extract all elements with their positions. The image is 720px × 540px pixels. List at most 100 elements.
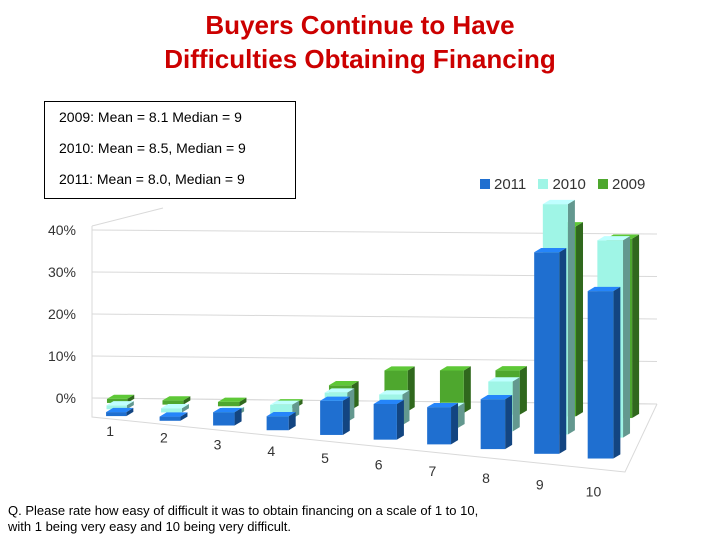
bar-top: [324, 388, 355, 393]
bar-side: [180, 412, 188, 421]
stats-box: 2009: Mean = 8.1 Median = 9 2010: Mean =…: [44, 101, 296, 199]
bar-top: [439, 366, 471, 371]
legend-swatch-2011: [480, 179, 490, 189]
bar-2011-8: [480, 395, 513, 450]
bar-2011-7: [427, 402, 459, 445]
x-tick-label: 4: [267, 443, 275, 459]
bar-front: [427, 407, 452, 445]
bar-side: [463, 366, 471, 414]
bar-2010-1: [106, 401, 134, 410]
y-tick-label: 10%: [48, 348, 76, 364]
bar-top: [480, 395, 513, 400]
bar-front: [162, 400, 184, 405]
bar-top: [266, 412, 296, 417]
bar-2011-1: [106, 407, 134, 417]
bar-top: [106, 394, 135, 399]
bar-side: [519, 366, 527, 415]
bar-side: [576, 222, 584, 417]
bar-side: [239, 397, 247, 407]
x-tick-label: 10: [586, 483, 602, 499]
footnote-line-2: with 1 being very easy and 10 being very…: [8, 519, 292, 534]
bar-2011-3: [213, 407, 242, 426]
plot-area: 0% 10% 20% 30% 40% 1 2 3 4 5 6 7 8 9 10: [48, 199, 658, 499]
bar-top: [427, 402, 459, 408]
x-tick-label: 6: [375, 457, 383, 473]
bar-side: [342, 396, 350, 435]
bar-top: [270, 400, 300, 405]
legend-label-2009: 2009: [611, 176, 646, 193]
bar-side: [181, 404, 189, 413]
bar-top: [534, 248, 567, 253]
bar-top: [328, 381, 359, 386]
bar-top: [213, 407, 242, 413]
x-tick-label: 3: [214, 436, 222, 452]
bar-2009-2: [162, 396, 191, 405]
bar-front: [534, 252, 560, 454]
chart-legend: 2011 2010 2009: [480, 176, 653, 193]
floor-edge: [91, 398, 658, 473]
x-tick-label: 9: [536, 477, 544, 493]
stats-2011: 2011: Mean = 8.0, Median = 9: [59, 171, 245, 187]
legend-label-2010: 2010: [552, 176, 586, 193]
legend-item-2009: 2009: [597, 176, 646, 193]
bar-side: [512, 377, 520, 432]
bar-2009-3: [217, 397, 247, 407]
bar-top: [159, 412, 188, 417]
x-tick-label: 7: [428, 463, 436, 479]
bar-side: [396, 399, 404, 440]
bar-top: [587, 286, 621, 292]
bar-front: [587, 291, 614, 459]
bar-side: [127, 394, 135, 403]
bar-front: [106, 398, 128, 403]
bar-side: [559, 248, 567, 454]
bar-2009-1: [106, 394, 135, 403]
bar-side: [613, 286, 621, 459]
bar-top: [162, 396, 191, 401]
legend-item-2010: 2010: [538, 176, 586, 193]
bar-front: [106, 405, 127, 410]
stats-2010: 2010: Mean = 8.5, Median = 9: [59, 140, 246, 156]
bar-front: [266, 416, 289, 431]
bar-top: [106, 407, 134, 413]
legend-item-2011: 2011: [480, 176, 526, 193]
bar-side: [623, 236, 631, 438]
bar-front: [439, 370, 464, 414]
bar-2011-6: [373, 399, 404, 440]
x-tick-label: 2: [160, 430, 168, 446]
bar-2010-2: [161, 404, 189, 413]
bar-side: [567, 199, 575, 435]
bar-top: [488, 377, 520, 382]
bar-top: [106, 401, 134, 406]
bar-front: [480, 399, 506, 450]
bar-top: [495, 366, 527, 371]
bar-top: [320, 396, 350, 401]
bar-front: [159, 416, 181, 421]
y-tick-label: 20%: [48, 306, 76, 322]
bar-side: [402, 390, 410, 426]
y-tick-label: 0%: [56, 390, 76, 406]
bar-2011-2: [159, 412, 188, 421]
legend-swatch-2010: [538, 179, 549, 189]
stats-2009: 2009: Mean = 8.1 Median = 9: [59, 109, 242, 125]
legend-swatch-2009: [597, 179, 608, 189]
bar-top: [379, 390, 410, 395]
bar-side: [126, 401, 134, 410]
bar-2009-7: [439, 366, 471, 414]
bar-side: [632, 234, 640, 419]
bar-top: [217, 397, 247, 402]
bar-front: [161, 408, 182, 413]
bar-front: [320, 400, 343, 435]
x-tick-label: 1: [106, 423, 114, 439]
bar-2011-9: [534, 248, 567, 454]
bar-side: [457, 402, 465, 429]
bar-side: [183, 396, 191, 405]
bar-side: [234, 407, 242, 426]
chart-title: Buyers Continue to Have Difficulties Obt…: [0, 8, 720, 76]
bar-front: [213, 412, 235, 426]
bar-top: [542, 199, 575, 205]
bar-2011-4: [266, 412, 296, 431]
bar-top: [597, 236, 631, 241]
footnote-line-1: Q. Please rate how easy of difficult it …: [8, 503, 479, 518]
x-tick-label: 5: [321, 450, 329, 466]
